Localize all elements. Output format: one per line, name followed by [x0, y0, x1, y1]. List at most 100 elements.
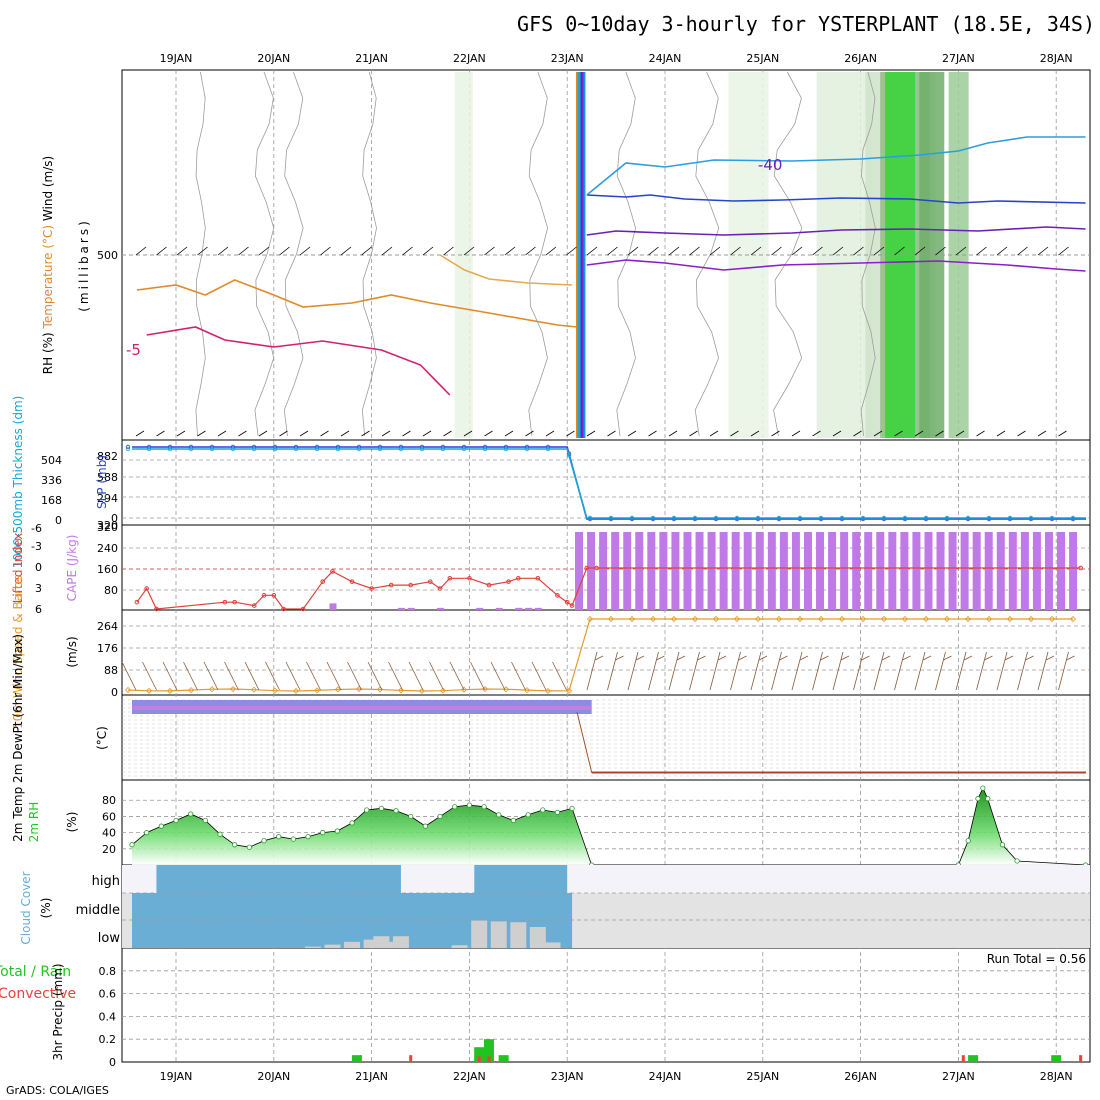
precip-convective-bar: [961, 1055, 965, 1062]
wind-speed-point: [1069, 615, 1077, 623]
wind-barb: [627, 430, 637, 437]
lifted-index-point: [222, 599, 228, 605]
lifted-index-point: [281, 606, 286, 612]
lifted-index-tick: 6: [35, 603, 42, 616]
wind-barb: [135, 246, 147, 256]
cape-bar: [623, 532, 632, 610]
thickness-marker: [314, 446, 320, 452]
cape-bar: [924, 532, 933, 610]
wind-barb-10m: [648, 651, 659, 691]
thickness-marker: [986, 515, 992, 521]
wind-barb-10m: [730, 651, 741, 691]
thickness-marker: [692, 515, 698, 521]
lifted-index-point: [330, 569, 335, 574]
thickness-marker: [419, 446, 425, 452]
precip-tick: 0: [109, 1056, 116, 1069]
rh-point: [496, 812, 502, 818]
cape-bar: [587, 532, 596, 610]
wind-barb-10m: [449, 661, 465, 691]
cape-bar: [936, 532, 945, 610]
rh-point: [510, 817, 517, 824]
wind-barb: [279, 246, 290, 256]
cape-bar: [779, 532, 788, 610]
date-label-bottom: 21JAN: [355, 1070, 388, 1083]
thickness-marker: [209, 446, 215, 452]
wind-barb: [545, 246, 557, 256]
date-label-top: 21JAN: [355, 52, 388, 65]
lifted-index-point: [232, 599, 237, 605]
rh-point: [320, 830, 326, 836]
wind-barb: [463, 430, 473, 437]
cape-bar: [803, 532, 812, 610]
rh-tick: 20: [102, 843, 116, 856]
wind-barb: [791, 246, 803, 256]
precip-total-bar: [1051, 1055, 1062, 1062]
wind-speed-point: [691, 615, 699, 623]
cape-bar: [599, 532, 608, 610]
wind-barb-10m: [347, 661, 362, 691]
rh-point: [540, 807, 546, 813]
wind-barb: [279, 430, 288, 437]
date-label-top: 22JAN: [453, 52, 486, 65]
thickness-marker: [188, 446, 194, 452]
rh-units: (%): [65, 812, 79, 833]
precip-total-bar: [483, 1039, 494, 1062]
lifted-index-point: [594, 565, 599, 571]
wind-barb: [873, 430, 883, 437]
upper-air-ylabel: RH (%) Temperature (°C) Wind (m/s): [41, 156, 55, 374]
date-label-top: 20JAN: [257, 52, 290, 65]
wind-barb: [976, 430, 985, 437]
lifted-index-point: [349, 579, 355, 584]
rh-point: [999, 842, 1006, 848]
wind-barb: [894, 246, 905, 256]
wind-barb: [156, 430, 165, 437]
thickness-marker: [944, 515, 950, 521]
wind-barb: [1037, 430, 1047, 437]
lifted-index-point: [486, 582, 492, 588]
wind-barb-10m: [607, 651, 618, 691]
rh-point: [129, 842, 135, 848]
cape-bar: [984, 532, 993, 610]
low-cloud-bar: [451, 945, 468, 948]
lifted-index-ylabel: Lifted Index: [11, 533, 25, 604]
wind-tick: 0: [111, 686, 118, 699]
rh-point: [980, 785, 986, 791]
wind-barb: [463, 246, 475, 256]
wind-barb: [750, 430, 760, 437]
low-cloud-bar: [324, 944, 341, 948]
precip-legend-total: Total / Rain: [0, 964, 71, 980]
wind-barb: [771, 246, 782, 256]
cape-bar: [611, 532, 620, 610]
wind-barb-10m: [812, 651, 823, 691]
wind-barb: [217, 246, 229, 256]
lifted-index-point: [569, 603, 575, 608]
lifted-index-point: [584, 565, 590, 571]
lifted-index-point: [320, 579, 326, 584]
slp-tick: 882: [97, 450, 118, 463]
wind-barb-10m: [873, 651, 885, 691]
wind-barb: [320, 246, 331, 256]
rh-point: [975, 796, 981, 802]
thickness-marker: [125, 446, 131, 452]
wind-barb: [935, 430, 944, 437]
rh-shading: [454, 72, 473, 438]
thickness-marker: [251, 446, 257, 452]
wind-speed-point: [943, 615, 951, 623]
temp-panel: 2m Temp 2m DewPt (6hr Min/Max) (°C): [11, 634, 1090, 842]
precip-total-bar: [474, 1047, 485, 1062]
wind-barb: [832, 430, 842, 437]
wind-barb-10m: [203, 661, 219, 691]
dewpt-band: [131, 706, 592, 710]
lifted-index-tick: 0: [35, 561, 42, 574]
temperature-contour: [586, 194, 1086, 204]
cape-bar: [743, 532, 752, 610]
lifted-index-point: [516, 575, 521, 581]
low-cloud-bar: [490, 921, 507, 948]
temp-line: [576, 711, 1086, 773]
wind-barb: [607, 430, 616, 437]
wind-speed-point: [754, 615, 762, 623]
date-label-bottom: 27JAN: [942, 1070, 975, 1083]
wind-barb-10m: [224, 661, 239, 691]
cape-bar: [683, 532, 692, 610]
